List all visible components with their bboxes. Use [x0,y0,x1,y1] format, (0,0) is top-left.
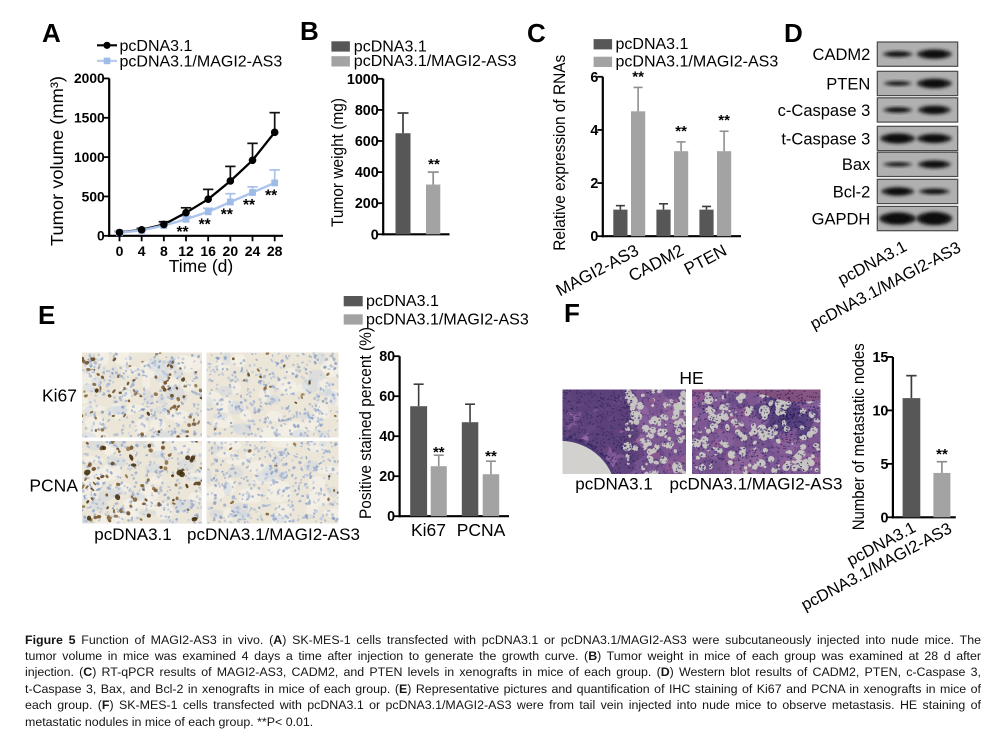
svg-text:D: D [784,18,803,48]
svg-text:B: B [300,16,319,46]
svg-text:Ki67: Ki67 [42,386,77,406]
svg-text:6: 6 [590,70,598,86]
svg-text:4: 4 [138,243,146,259]
svg-text:pcDNA3.1: pcDNA3.1 [366,293,439,310]
svg-text:1000: 1000 [74,150,105,165]
svg-text:5: 5 [880,457,888,473]
svg-text:Tumor volume (mm³): Tumor volume (mm³) [47,76,67,246]
svg-text:16: 16 [200,243,216,259]
svg-text:28: 28 [267,243,283,259]
svg-text:200: 200 [355,196,379,212]
svg-text:**: ** [243,197,256,214]
svg-text:pcDNA3.1/MAGI2-AS3: pcDNA3.1/MAGI2-AS3 [120,53,283,70]
svg-text:pcDNA3.1/MAGI2-AS3: pcDNA3.1/MAGI2-AS3 [187,525,360,544]
svg-text:pcDNA3.1/MAGI2-AS3: pcDNA3.1/MAGI2-AS3 [798,520,955,615]
svg-text:24: 24 [245,243,261,259]
svg-text:**: ** [936,446,948,463]
svg-text:10: 10 [872,403,888,419]
svg-text:2: 2 [590,176,598,192]
svg-text:20: 20 [379,469,395,485]
svg-text:c-Caspase 3: c-Caspase 3 [778,102,871,120]
svg-text:**: ** [265,187,278,204]
svg-text:Bcl-2: Bcl-2 [833,183,871,201]
svg-text:600: 600 [355,134,379,150]
svg-text:PCNA: PCNA [29,476,78,496]
svg-text:**: ** [428,156,440,173]
svg-text:pcDNA3.1: pcDNA3.1 [94,525,171,544]
svg-text:12: 12 [178,243,194,259]
svg-text:pcDNA3.1/MAGI2-AS3: pcDNA3.1/MAGI2-AS3 [670,475,843,494]
svg-text:0: 0 [387,509,395,525]
svg-text:80: 80 [379,349,395,365]
svg-text:Bax: Bax [842,156,871,174]
svg-text:C: C [527,18,546,48]
svg-text:**: ** [718,112,730,129]
svg-text:A: A [42,18,61,48]
svg-text:E: E [38,300,55,330]
svg-text:pcDNA3.1/MAGI2-AS3: pcDNA3.1/MAGI2-AS3 [354,53,517,70]
svg-text:HE: HE [679,368,703,388]
svg-text:PTEN: PTEN [826,75,870,93]
svg-text:1500: 1500 [74,111,105,126]
svg-text:8: 8 [160,243,168,259]
svg-text:**: ** [632,68,644,85]
svg-text:PCNA: PCNA [457,520,506,540]
svg-text:CADM2: CADM2 [813,46,871,64]
svg-text:t-Caspase 3: t-Caspase 3 [781,130,870,148]
svg-text:Number of metastatic nodes: Number of metastatic nodes [849,343,868,530]
svg-text:pcDNA3.1: pcDNA3.1 [354,38,427,55]
svg-text:pcDNA3.1/MAGI2-AS3: pcDNA3.1/MAGI2-AS3 [366,311,529,328]
svg-text:1000: 1000 [347,72,379,88]
svg-text:**: ** [176,224,189,241]
svg-text:pcDNA3.1: pcDNA3.1 [575,475,652,494]
svg-text:0: 0 [880,510,888,526]
svg-text:**: ** [675,123,687,140]
svg-text:**: ** [199,216,212,233]
svg-text:Ki67: Ki67 [411,520,446,540]
svg-text:**: ** [433,444,445,461]
svg-text:pcDNA3.1: pcDNA3.1 [616,36,689,53]
svg-text:0: 0 [116,243,124,259]
svg-text:0: 0 [590,229,598,245]
svg-text:Positive stained percent (%): Positive stained percent (%) [356,327,375,519]
svg-text:Tumor weight (mg): Tumor weight (mg) [328,98,347,227]
svg-text:Time (d): Time (d) [169,256,234,276]
svg-text:2000: 2000 [74,71,105,86]
svg-text:0: 0 [371,227,379,243]
svg-text:**: ** [485,448,497,465]
svg-text:0: 0 [97,229,105,244]
svg-text:400: 400 [355,165,379,181]
svg-text:pcDNA3.1: pcDNA3.1 [120,38,193,55]
svg-text:15: 15 [872,350,888,366]
svg-text:PTEN: PTEN [681,241,730,279]
svg-text:**: ** [221,206,234,223]
svg-text:20: 20 [223,243,239,259]
svg-text:40: 40 [379,429,395,445]
svg-text:800: 800 [355,103,379,119]
svg-text:4: 4 [590,123,598,139]
svg-text:GAPDH: GAPDH [812,210,871,228]
svg-text:F: F [564,298,580,328]
svg-text:60: 60 [379,389,395,405]
svg-text:pcDNA3.1/MAGI2-AS3: pcDNA3.1/MAGI2-AS3 [616,54,779,71]
svg-text:500: 500 [82,189,105,204]
svg-text:Relative expression of RNAs: Relative expression of RNAs [550,55,569,251]
